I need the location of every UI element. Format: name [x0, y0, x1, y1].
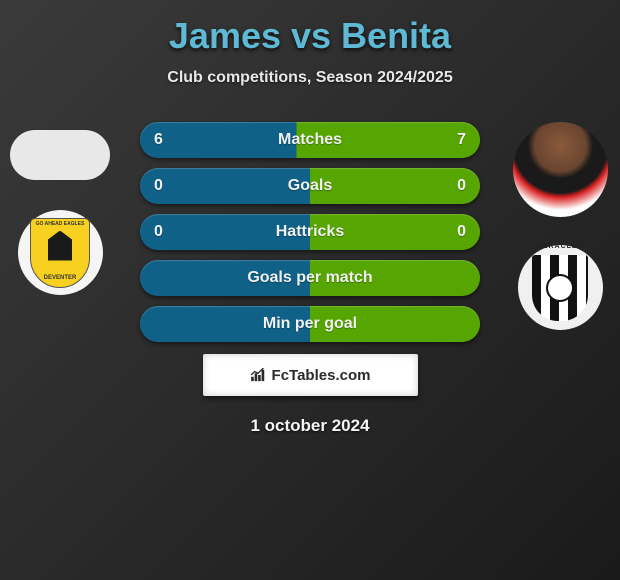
stat-right-value: 0 — [457, 223, 466, 241]
chart-icon — [250, 368, 268, 382]
stats-column: 6 Matches 7 0 Goals 0 0 Hattricks 0 Goals per mat… — [120, 122, 500, 342]
right-player-photo — [513, 122, 608, 217]
stat-left-value: 0 — [154, 177, 163, 195]
subtitle: Club competitions, Season 2024/2025 — [167, 69, 452, 87]
heracles-shield — [532, 255, 588, 321]
stat-bar-goals-per-match: Goals per match — [140, 260, 480, 296]
left-player-column: GO AHEAD EAGLES — [0, 122, 120, 342]
attribution-text: FcTables.com — [272, 367, 371, 384]
comparison-card: James vs Benita Club competitions, Seaso… — [0, 0, 620, 446]
title: James vs Benita — [169, 15, 451, 57]
stat-label: Min per goal — [263, 315, 357, 333]
right-club-crest — [518, 245, 603, 330]
stat-label: Goals per match — [247, 269, 372, 287]
stat-bar-matches: 6 Matches 7 — [140, 122, 480, 158]
main-row: GO AHEAD EAGLES 6 Matches 7 0 Goals 0 0 Hattric… — [0, 122, 620, 342]
stat-label: Goals — [288, 177, 332, 195]
right-player-column — [500, 122, 620, 342]
stat-label: Matches — [278, 131, 342, 149]
stat-bar-goals: 0 Goals 0 — [140, 168, 480, 204]
date: 1 october 2024 — [250, 416, 369, 436]
stat-bar-min-per-goal: Min per goal — [140, 306, 480, 342]
stat-label: Hattricks — [276, 223, 344, 241]
left-club-crest: GO AHEAD EAGLES — [18, 210, 103, 295]
stat-bar-hattricks: 0 Hattricks 0 — [140, 214, 480, 250]
attribution-badge[interactable]: FcTables.com — [203, 354, 418, 396]
stat-right-value: 0 — [457, 177, 466, 195]
left-player-photo — [10, 130, 110, 180]
stat-left-value: 6 — [154, 131, 163, 149]
go-ahead-eagles-shield: GO AHEAD EAGLES — [30, 218, 90, 288]
stat-left-value: 0 — [154, 223, 163, 241]
stat-right-value: 7 — [457, 131, 466, 149]
